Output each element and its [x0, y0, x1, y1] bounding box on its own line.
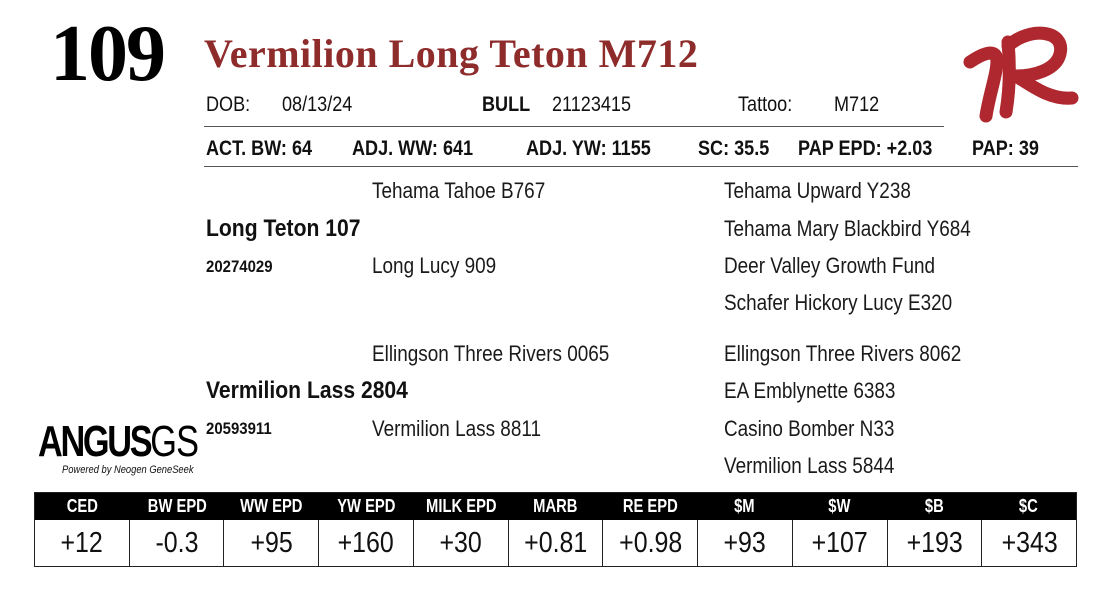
epd-header-w: $W	[828, 496, 851, 516]
actual-birth-weight: ACT. BW: 64	[206, 137, 313, 160]
epd-cell: +0.98	[602, 520, 697, 566]
epd-value-re: +0.98	[618, 527, 682, 559]
sire-dam-sire: Deer Valley Growth Fund	[724, 253, 936, 278]
sire-sire-dam: Tehama Mary Blackbird Y684	[724, 216, 971, 241]
dam-name: Vermilion Lass 2804	[206, 377, 408, 404]
epd-cell: +0.81	[507, 520, 603, 566]
epd-cell: +93	[697, 520, 792, 566]
sex-label: BULL	[482, 93, 531, 116]
pap-epd: PAP EPD: +2.03	[798, 137, 933, 160]
epd-cell: +30	[412, 520, 508, 566]
epd-header-m: $M	[734, 496, 756, 516]
epd-value-yw: +160	[337, 527, 395, 559]
angus-wordmark: ANGUS	[38, 417, 153, 466]
dob-value: 08/13/24	[282, 93, 353, 116]
epd-cell: +160	[318, 520, 413, 566]
epd-cell: +95	[223, 520, 318, 566]
dam-registration: 20593911	[206, 419, 272, 438]
epd-value-ced: +12	[60, 527, 104, 559]
epd-cell: -0.3	[128, 520, 224, 566]
epd-header-milk: MILK EPD	[425, 496, 497, 516]
scrotal-circumference: SC: 35.5	[698, 137, 770, 160]
sire-registration: 20274029	[206, 257, 273, 276]
epd-value-row: +12 -0.3 +95 +160 +30 +0.81 +0.98 +93 +1…	[35, 520, 1076, 566]
epd-cell: +12	[35, 520, 129, 566]
epd-header-c: $C	[1019, 496, 1039, 516]
pap-score: PAP: 39	[972, 137, 1039, 160]
brand-logo	[963, 26, 1079, 123]
dam-dam: Vermilion Lass 8811	[372, 416, 541, 441]
tattoo-value: M712	[834, 93, 880, 116]
lot-number: 109	[50, 10, 166, 98]
adjusted-weaning-weight: ADJ. WW: 641	[352, 137, 474, 160]
epd-value-m: +93	[723, 527, 767, 559]
logo-tagline: Powered by Neogen GeneSeek	[62, 464, 194, 476]
sire-name: Long Teton 107	[206, 215, 361, 242]
epd-cell: +107	[791, 520, 887, 566]
epd-header-row: CED BW EPD WW EPD YW EPD MILK EPD MARB E…	[35, 493, 1076, 543]
epd-header-b: $B	[924, 496, 944, 516]
dam-dam-sire: Casino Bomber N33	[724, 416, 895, 441]
epd-cell: +343	[981, 520, 1076, 566]
epd-header-yw: YW EPD	[337, 496, 396, 516]
epd-cell: +193	[886, 520, 982, 566]
epd-header-re: RE EPD	[622, 496, 678, 516]
divider-2	[204, 166, 1078, 167]
sire-sire-sire: Tehama Upward Y238	[724, 178, 911, 203]
epd-value-milk: +30	[439, 527, 482, 559]
epd-value-b: +193	[906, 527, 963, 559]
sire-dam: Long Lucy 909	[372, 253, 497, 278]
gs-wordmark: GS	[150, 417, 199, 466]
angus-gs-logo: ANGUSGS	[38, 417, 199, 466]
epd-value-c: +343	[1001, 527, 1058, 559]
dob-label: DOB:	[206, 93, 251, 116]
epd-value-bw: -0.3	[155, 527, 199, 559]
animal-name: Vermilion Long Teton M712	[204, 31, 699, 76]
epd-value-marb: +0.81	[523, 527, 588, 559]
sire-sire: Tehama Tahoe B767	[372, 178, 546, 203]
epd-header-ced: CED	[66, 496, 98, 516]
divider-1	[204, 126, 944, 127]
epd-header-marb: MARB EPD	[533, 496, 578, 543]
tattoo-label: Tattoo:	[738, 93, 793, 116]
epd-table: CED BW EPD WW EPD YW EPD MILK EPD MARB E…	[34, 492, 1077, 567]
epd-header-ww: WW EPD	[240, 496, 303, 516]
dam-sire-dam: EA Emblynette 6383	[724, 378, 896, 403]
epd-value-ww: +95	[250, 527, 293, 559]
registration-number: 21123415	[552, 93, 632, 116]
dam-sire-sire: Ellingson Three Rivers 8062	[724, 341, 962, 366]
dam-dam-dam: Vermilion Lass 5844	[724, 453, 895, 478]
epd-header-bw: BW EPD	[147, 496, 207, 516]
adjusted-yearling-weight: ADJ. YW: 1155	[526, 137, 651, 160]
sire-dam-dam: Schafer Hickory Lucy E320	[724, 290, 953, 315]
dam-sire: Ellingson Three Rivers 0065	[372, 341, 610, 366]
epd-value-w: +107	[811, 527, 868, 559]
